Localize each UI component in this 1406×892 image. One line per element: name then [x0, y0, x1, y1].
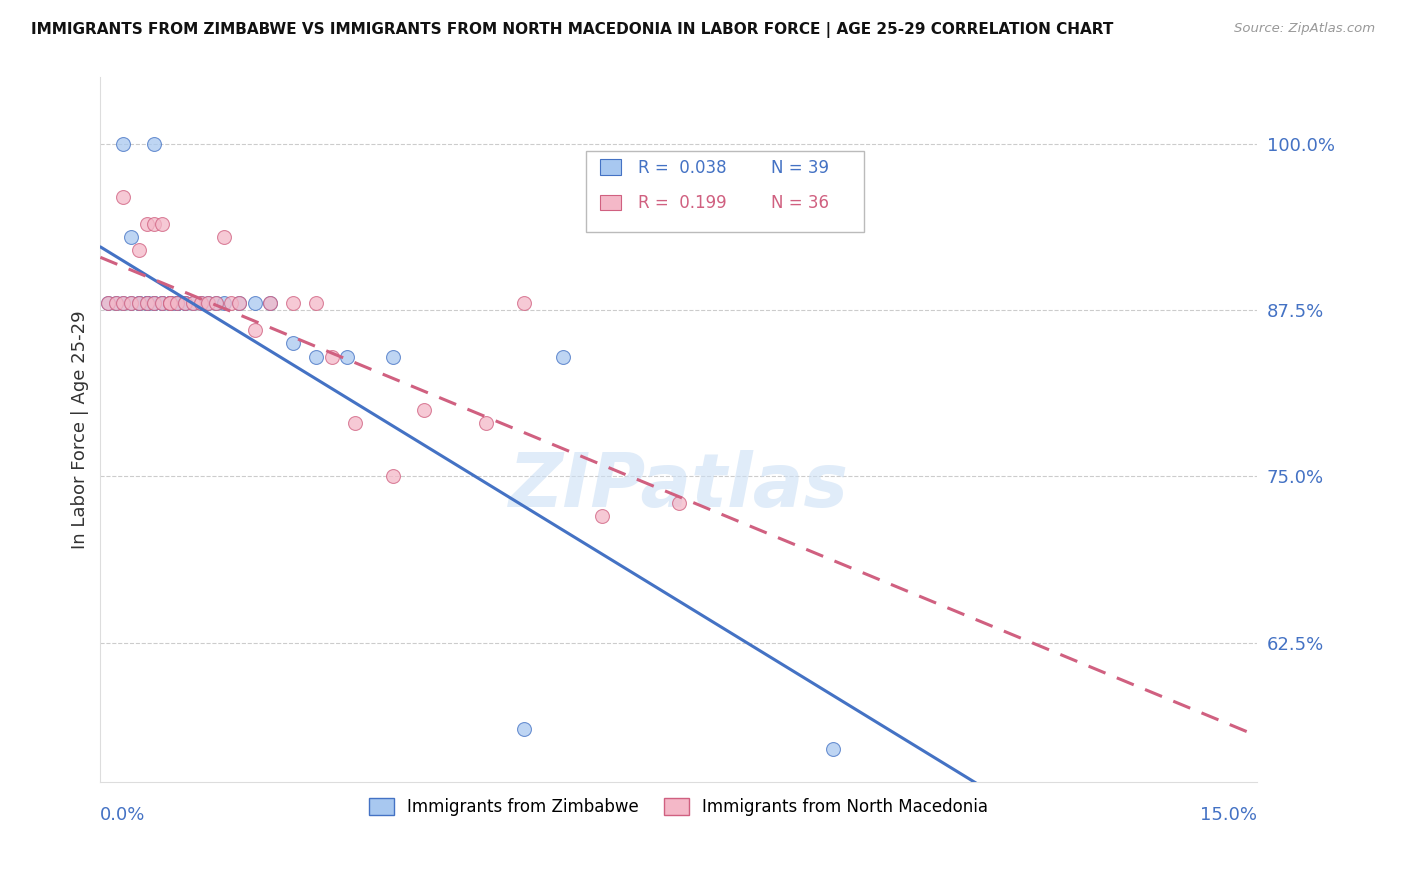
- Point: [128, 296, 150, 310]
- Point: [413, 402, 436, 417]
- Point: [382, 469, 405, 483]
- Point: [135, 296, 157, 310]
- Point: [143, 217, 166, 231]
- Point: [159, 296, 181, 310]
- Point: [97, 296, 120, 310]
- Point: [166, 296, 188, 310]
- Point: [197, 296, 219, 310]
- Point: [150, 296, 173, 310]
- Point: [112, 136, 135, 151]
- Point: [128, 296, 150, 310]
- Point: [128, 244, 150, 258]
- Point: [159, 296, 181, 310]
- Point: [135, 217, 157, 231]
- Point: [221, 296, 243, 310]
- Point: [205, 296, 228, 310]
- Point: [305, 296, 328, 310]
- Point: [150, 296, 173, 310]
- Point: [143, 136, 166, 151]
- Point: [166, 296, 188, 310]
- Point: [159, 296, 181, 310]
- Point: [212, 230, 235, 244]
- Point: [228, 296, 250, 310]
- Point: [321, 350, 343, 364]
- Point: [513, 296, 536, 310]
- Point: [197, 296, 219, 310]
- Legend: Immigrants from Zimbabwe, Immigrants from North Macedonia: Immigrants from Zimbabwe, Immigrants fro…: [363, 791, 995, 823]
- Text: IMMIGRANTS FROM ZIMBABWE VS IMMIGRANTS FROM NORTH MACEDONIA IN LABOR FORCE | AGE: IMMIGRANTS FROM ZIMBABWE VS IMMIGRANTS F…: [31, 22, 1114, 38]
- Point: [281, 336, 304, 351]
- Text: N = 39: N = 39: [772, 159, 830, 177]
- Point: [668, 496, 690, 510]
- Point: [120, 296, 142, 310]
- Point: [228, 296, 250, 310]
- Point: [104, 296, 127, 310]
- Text: R =  0.199: R = 0.199: [638, 194, 727, 212]
- Y-axis label: In Labor Force | Age 25-29: In Labor Force | Age 25-29: [72, 310, 89, 549]
- Point: [112, 190, 135, 204]
- Point: [190, 296, 212, 310]
- Point: [120, 230, 142, 244]
- Point: [150, 217, 173, 231]
- Point: [174, 296, 197, 310]
- Point: [166, 296, 188, 310]
- Point: [212, 296, 235, 310]
- Point: [181, 296, 204, 310]
- Point: [259, 296, 281, 310]
- FancyBboxPatch shape: [600, 160, 621, 175]
- Text: R =  0.038: R = 0.038: [638, 159, 727, 177]
- Point: [174, 296, 197, 310]
- Point: [135, 296, 157, 310]
- Point: [135, 296, 157, 310]
- Point: [382, 350, 405, 364]
- Text: ZIPatlas: ZIPatlas: [509, 450, 849, 523]
- Point: [97, 296, 120, 310]
- Point: [181, 296, 204, 310]
- Point: [143, 296, 166, 310]
- Point: [305, 350, 328, 364]
- FancyBboxPatch shape: [600, 194, 621, 210]
- Point: [150, 296, 173, 310]
- Point: [243, 323, 266, 337]
- Text: N = 36: N = 36: [772, 194, 830, 212]
- FancyBboxPatch shape: [586, 152, 863, 233]
- Point: [120, 296, 142, 310]
- Point: [112, 296, 135, 310]
- Point: [135, 296, 157, 310]
- Point: [128, 296, 150, 310]
- Point: [159, 296, 181, 310]
- Point: [475, 416, 498, 430]
- Point: [190, 296, 212, 310]
- Point: [205, 296, 228, 310]
- Point: [243, 296, 266, 310]
- Point: [281, 296, 304, 310]
- Point: [143, 296, 166, 310]
- Point: [174, 296, 197, 310]
- Point: [143, 296, 166, 310]
- Point: [513, 722, 536, 736]
- Point: [166, 296, 188, 310]
- Point: [551, 350, 574, 364]
- Point: [336, 350, 359, 364]
- Point: [591, 509, 613, 524]
- Text: 15.0%: 15.0%: [1201, 806, 1257, 824]
- Text: 0.0%: 0.0%: [100, 806, 146, 824]
- Point: [104, 296, 127, 310]
- Point: [159, 296, 181, 310]
- Point: [112, 296, 135, 310]
- Text: Source: ZipAtlas.com: Source: ZipAtlas.com: [1234, 22, 1375, 36]
- Point: [821, 742, 844, 756]
- Point: [259, 296, 281, 310]
- Point: [343, 416, 366, 430]
